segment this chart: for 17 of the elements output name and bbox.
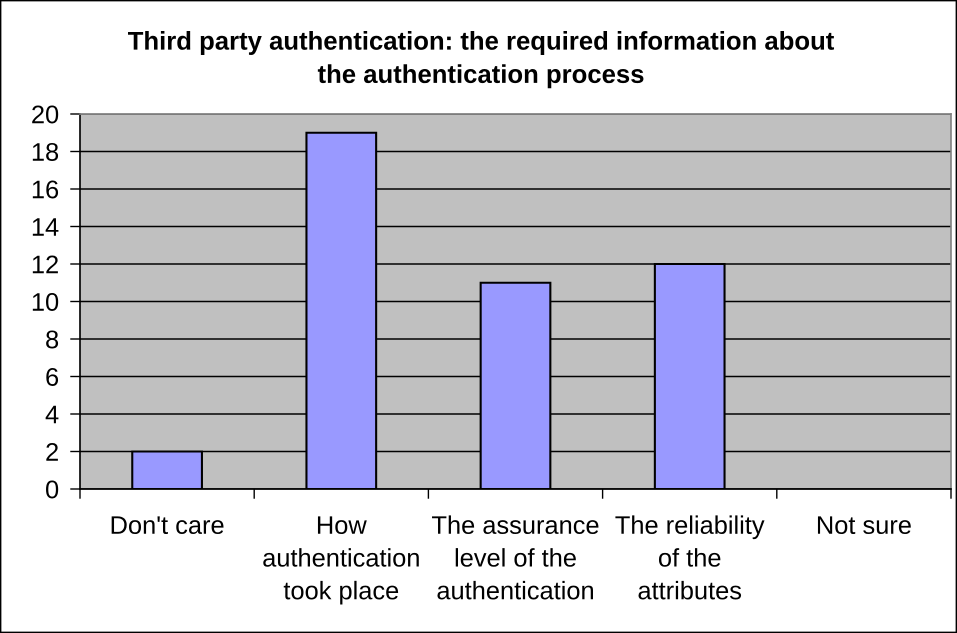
- y-tick-label: 4: [46, 406, 58, 424]
- y-tick-label: 0: [46, 480, 58, 498]
- y-tick-label: 10: [32, 292, 58, 311]
- x-tick-label: The assurance level of the authentication: [432, 515, 598, 600]
- y-tick-label: 2: [46, 442, 58, 461]
- y-tick-label: 20: [32, 105, 58, 124]
- x-tick-label: Don't care: [112, 516, 224, 534]
- y-tick-label: 16: [32, 180, 58, 198]
- y-tick-label: 18: [32, 142, 58, 161]
- x-tick-label: The reliability of the attributes: [615, 515, 765, 600]
- x-tick-label: How authentication took place: [263, 516, 419, 605]
- y-tick-label: 14: [32, 218, 58, 236]
- y-tick-label: 6: [46, 368, 58, 386]
- x-tick-label: Not sure: [818, 516, 911, 534]
- chart-title: Third party authentication: the required information about the authentication process: [128, 31, 834, 88]
- y-tick-label: 8: [46, 330, 58, 348]
- y-tick-label: 12: [32, 255, 58, 274]
